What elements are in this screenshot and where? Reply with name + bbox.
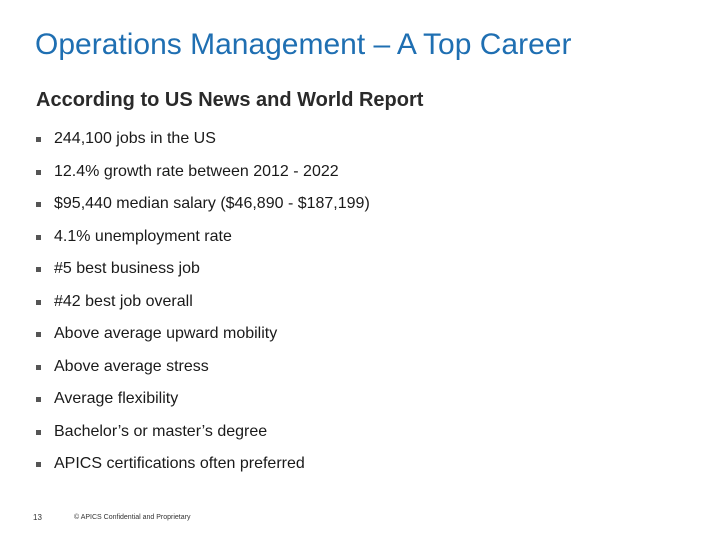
bullet-text: #42 best job overall [54,292,193,310]
bullet-square-icon [36,234,41,240]
bullet-item: APICS certifications often preferred [36,448,370,481]
footer-note: © APICS Confidential and Proprietary [74,514,191,521]
bullet-item: #42 best job overall [36,286,370,319]
page-number: 13 [33,513,42,522]
bullet-square-icon [36,202,41,208]
bullet-text: 4.1% unemployment rate [54,227,232,245]
slide-subtitle: According to US News and World Report [36,89,424,111]
bullet-item: 4.1% unemployment rate [36,221,370,254]
bullet-square-icon [36,267,41,273]
bullet-text: Bachelor’s or master’s degree [54,422,268,440]
bullet-item: $95,440 median salary ($46,890 - $187,19… [36,188,370,221]
bullet-text: #5 best business job [54,260,200,278]
bullet-item: 244,100 jobs in the US [36,123,370,156]
bullet-item: 12.4% growth rate between 2012 - 2022 [36,156,370,189]
bullet-square-icon [36,429,41,435]
bullet-text: APICS certifications often preferred [54,455,305,473]
bullet-text: $95,440 median salary ($46,890 - $187,19… [54,195,370,213]
bullet-square-icon [36,364,41,370]
bullet-square-icon [36,137,41,143]
bullet-text: Above average upward mobility [54,325,278,343]
bullet-item: Above average stress [36,351,370,384]
bullet-item: Bachelor’s or master’s degree [36,416,370,449]
bullet-text: 12.4% growth rate between 2012 - 2022 [54,162,339,180]
bullet-square-icon [36,397,41,403]
bullet-text: Average flexibility [54,390,179,408]
bullet-item: Average flexibility [36,383,370,416]
bullet-square-icon [36,332,41,338]
bullet-text: 244,100 jobs in the US [54,130,216,148]
bullet-item: Above average upward mobility [36,318,370,351]
bullet-square-icon [36,462,41,468]
slide-title: Operations Management – A Top Career [35,28,572,61]
bullet-square-icon [36,169,41,175]
bullet-item: #5 best business job [36,253,370,286]
bullet-text: Above average stress [54,357,209,375]
bullet-list: 244,100 jobs in the US 12.4% growth rate… [36,123,370,481]
bullet-square-icon [36,299,41,305]
